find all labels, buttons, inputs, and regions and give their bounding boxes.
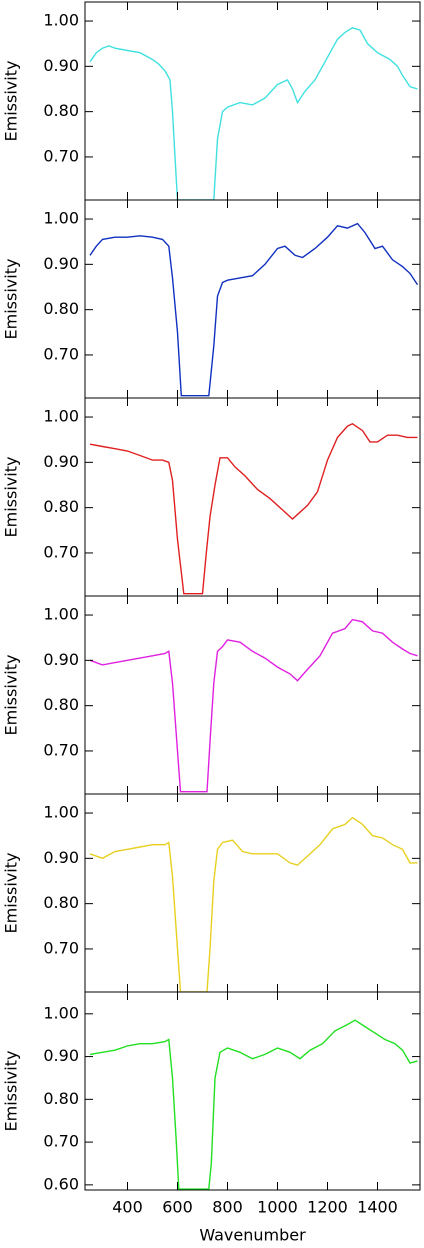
y-axis-label: Emissivity	[2, 853, 21, 934]
y-tick-label: 1.00	[43, 407, 79, 426]
plot-frame	[84, 595, 421, 795]
y-axis-label: Emissivity	[2, 655, 21, 736]
data-line	[89, 1019, 418, 1190]
y-tick-label: 0.80	[43, 497, 79, 516]
y-tick-label: 0.70	[43, 938, 79, 957]
y-tick-label: 1.00	[43, 209, 79, 228]
y-axis-label: Emissivity	[2, 457, 21, 538]
y-axis-label: Emissivity	[2, 1051, 21, 1132]
y-axis-label: Emissivity	[2, 61, 21, 142]
y-tick-label: 0.80	[43, 695, 79, 714]
x-tick-label: 1400	[357, 1198, 398, 1217]
y-tick-label: 0.70	[43, 542, 79, 561]
y-tick-label: 0.80	[43, 101, 79, 120]
y-tick-label: 1.00	[43, 1003, 79, 1022]
plot-frame	[84, 991, 421, 1191]
y-tick-label: 1.00	[43, 605, 79, 624]
y-tick-label: 0.90	[43, 56, 79, 75]
y-tick-label: 0.90	[43, 452, 79, 471]
plot-frame	[84, 397, 421, 597]
y-tick-label: 0.90	[43, 650, 79, 669]
data-line	[89, 27, 418, 200]
y-tick-label: 1.00	[43, 803, 79, 822]
x-tick-label: 600	[162, 1198, 193, 1217]
y-tick-label: 0.70	[43, 344, 79, 363]
data-line	[89, 422, 418, 595]
y-tick-label: 0.90	[43, 254, 79, 273]
y-tick-label: 0.90	[43, 848, 79, 867]
data-line	[89, 618, 418, 793]
y-tick-label: 0.70	[43, 1132, 79, 1151]
x-axis-label: Wavenumber	[199, 1226, 306, 1245]
plot-frame	[84, 199, 421, 399]
y-tick-label: 0.60	[43, 1174, 79, 1193]
y-tick-label: 0.80	[43, 299, 79, 318]
data-line	[89, 222, 419, 397]
plot-frame	[84, 793, 421, 993]
x-tick-label: 800	[212, 1198, 243, 1217]
y-tick-label: 0.70	[43, 146, 79, 165]
y-tick-label: 0.70	[43, 740, 79, 759]
y-axis-label: Emissivity	[2, 259, 21, 340]
x-tick-label: 1200	[307, 1198, 348, 1217]
y-tick-label: 1.00	[43, 11, 79, 30]
x-tick-label: 400	[112, 1198, 143, 1217]
y-tick-label: 0.90	[43, 1046, 79, 1065]
data-line	[89, 816, 418, 992]
plot-frame	[84, 1, 421, 201]
y-tick-label: 0.80	[43, 893, 79, 912]
x-tick-label: 1000	[257, 1198, 298, 1217]
y-tick-label: 0.80	[43, 1089, 79, 1108]
